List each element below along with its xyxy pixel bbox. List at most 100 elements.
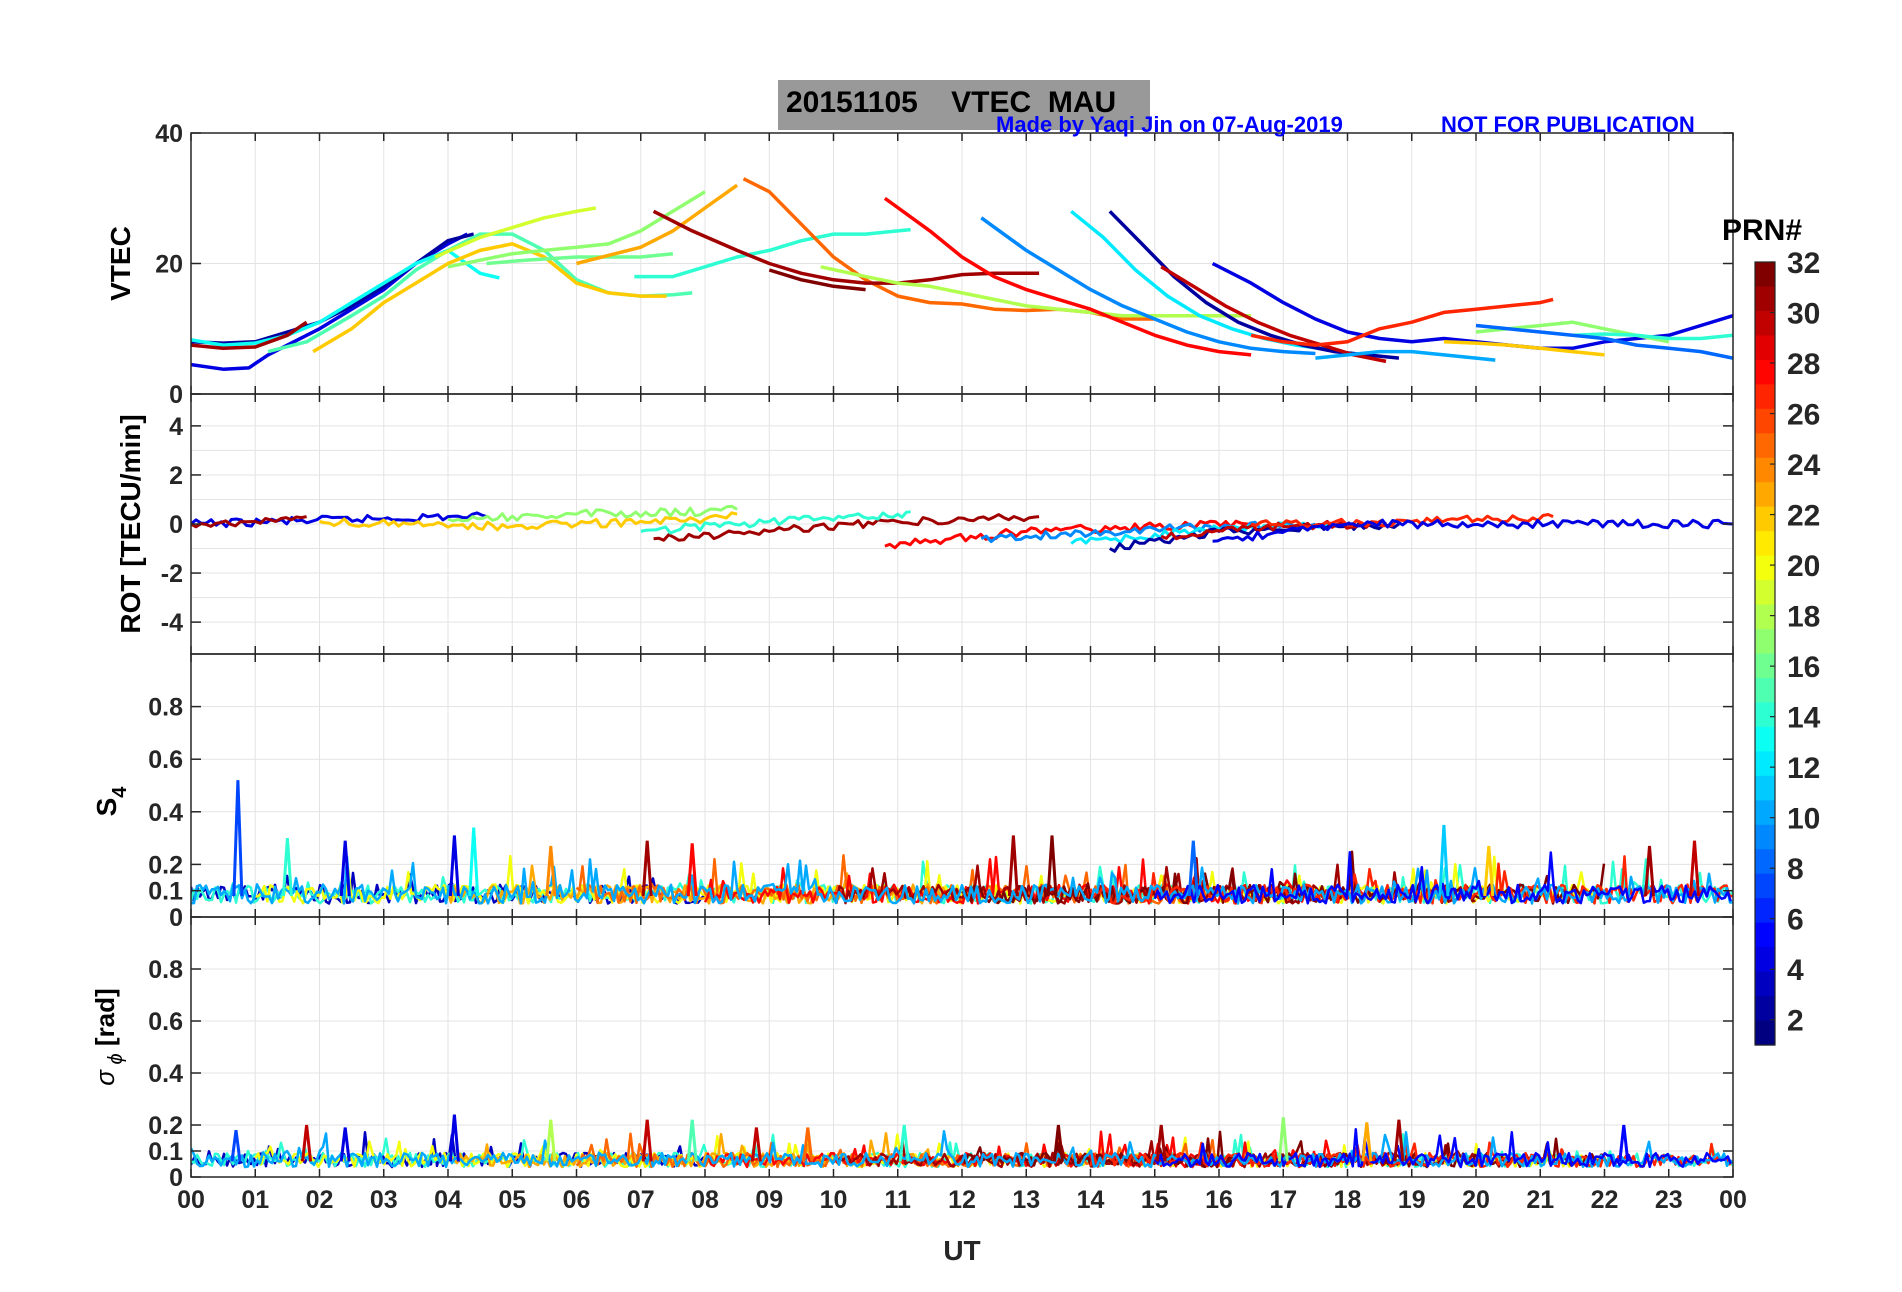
xtick-label: 09 xyxy=(755,1186,783,1214)
xtick-label: 17 xyxy=(1269,1186,1297,1214)
series-prn-30 xyxy=(1160,519,1387,541)
colorbar-segment xyxy=(1755,922,1775,948)
series-prn-4 xyxy=(191,511,487,529)
colorbar-segment xyxy=(1755,873,1775,899)
xtick-label: 18 xyxy=(1334,1186,1362,1214)
ytick-label: 0.1 xyxy=(148,1138,183,1166)
ytick-label: 0.6 xyxy=(148,746,183,774)
panel-rot-data xyxy=(191,504,1733,553)
colorbar-label: PRN# xyxy=(1722,214,1803,247)
credit-author: Made by Yaqi Jin on 07-Aug-2019 xyxy=(996,112,1343,137)
colorbar-tick-label: 14 xyxy=(1787,702,1821,735)
spike-prn-30 xyxy=(1689,840,1700,897)
xtick-label: 06 xyxy=(563,1186,591,1214)
series-prn-23 xyxy=(576,183,739,266)
colorbar-segment xyxy=(1755,531,1775,557)
spike-prn-30 xyxy=(750,1127,762,1162)
colorbar-tick-label: 28 xyxy=(1787,348,1820,381)
colorbar-segment xyxy=(1755,482,1775,508)
spike-prn-30 xyxy=(301,1124,313,1162)
colorbar-segment xyxy=(1755,580,1775,606)
series-prn-27 xyxy=(1250,297,1554,347)
spike-prn-25 xyxy=(802,1127,814,1162)
spike-prn-31 xyxy=(1393,1119,1405,1162)
series-prn-31 xyxy=(191,515,307,529)
colorbar-segment xyxy=(1755,824,1775,850)
xtick-label: 19 xyxy=(1398,1186,1426,1214)
title-date: 20151105 xyxy=(786,86,918,119)
ytick-label: 0.4 xyxy=(148,799,183,827)
colorbar-segment xyxy=(1755,457,1775,483)
xtick-label: 08 xyxy=(691,1186,719,1214)
spike-prn-22 xyxy=(1483,845,1495,897)
series-prn-5 xyxy=(1153,1128,1732,1169)
xtick-label: 12 xyxy=(948,1186,976,1214)
colorbar-tick-label: 18 xyxy=(1787,601,1820,634)
colorbar-segment xyxy=(1755,702,1775,728)
series-prn-31 xyxy=(653,513,1040,542)
xtick-label: 02 xyxy=(306,1186,334,1214)
colorbar-segment xyxy=(1755,262,1775,288)
xtick-label: 16 xyxy=(1205,1186,1233,1214)
series-prn-22 xyxy=(1443,340,1605,357)
spike-prn-14 xyxy=(898,1124,910,1162)
spike-prn-31 xyxy=(1644,845,1655,897)
colorbar-segment xyxy=(1755,653,1775,679)
xtick-label: 01 xyxy=(241,1186,269,1214)
spike-prn-14 xyxy=(281,837,293,897)
spike-prn-32 xyxy=(1052,1124,1064,1162)
series-prn-10 xyxy=(191,855,1733,905)
colorbar-tick-label: 8 xyxy=(1787,853,1804,886)
colorbar-segment xyxy=(1755,726,1775,752)
colorbar-segment xyxy=(1755,898,1775,924)
series-prn-9 xyxy=(980,216,1316,356)
colorbar-segment xyxy=(1755,555,1775,581)
spike-prn-31 xyxy=(1007,835,1019,897)
spike-prn-13 xyxy=(468,827,480,897)
xtick-label: 05 xyxy=(498,1186,526,1214)
xtick-label: 07 xyxy=(627,1186,655,1214)
colorbar-segment xyxy=(1755,335,1775,361)
spike-prn-5 xyxy=(1618,1124,1630,1162)
colorbar-tick-label: 4 xyxy=(1787,954,1804,987)
title-box xyxy=(778,80,1150,130)
spike-prn-15 xyxy=(686,1119,698,1162)
spike-prn-7 xyxy=(232,780,244,897)
xtick-label: 21 xyxy=(1526,1186,1554,1214)
series-prn-22 xyxy=(312,242,667,354)
spike-prn-18 xyxy=(545,1119,557,1162)
colorbar-segment xyxy=(1755,1020,1775,1046)
series-prn-32 xyxy=(768,268,866,292)
series-prn-17 xyxy=(447,504,738,523)
spike-prn-28 xyxy=(686,843,698,897)
colorbar-segment xyxy=(1755,408,1775,434)
xtick-label: 10 xyxy=(820,1186,848,1214)
series-prn-16 xyxy=(486,251,674,266)
ytick-label: 0.8 xyxy=(148,956,183,984)
ytick-label: 0 xyxy=(169,1164,183,1192)
spike-prn-31 xyxy=(1155,1124,1167,1162)
ytick-label: 0.4 xyxy=(148,1060,183,1088)
ytick-label: -2 xyxy=(161,560,183,588)
ylabel-rot: ROT [TECU/min] xyxy=(115,414,146,633)
panel-vtec-data xyxy=(191,177,1733,371)
colorbar-tick-label: 6 xyxy=(1787,904,1804,937)
series-prn-14 xyxy=(1572,332,1733,341)
spike-prn-8 xyxy=(1187,840,1199,897)
colorbar-tick-label: 24 xyxy=(1787,449,1821,482)
colorbar-frame xyxy=(1754,261,1776,1046)
panel-s4-data xyxy=(191,780,1733,905)
spike-prn-4 xyxy=(448,835,460,897)
colorbar-segment xyxy=(1755,775,1775,801)
colorbar-tick-label: 32 xyxy=(1787,247,1820,280)
colorbar-segment xyxy=(1755,286,1775,312)
chart-title: 20151105 VTEC MAU xyxy=(786,86,1116,120)
spike-prn-4 xyxy=(339,1127,351,1162)
colorbar-segment xyxy=(1755,629,1775,655)
series-prn-28 xyxy=(883,196,1252,357)
colorbar-tick-label: 16 xyxy=(1787,651,1820,684)
spike-prn-31 xyxy=(641,840,653,897)
ytick-label: -4 xyxy=(161,609,183,637)
